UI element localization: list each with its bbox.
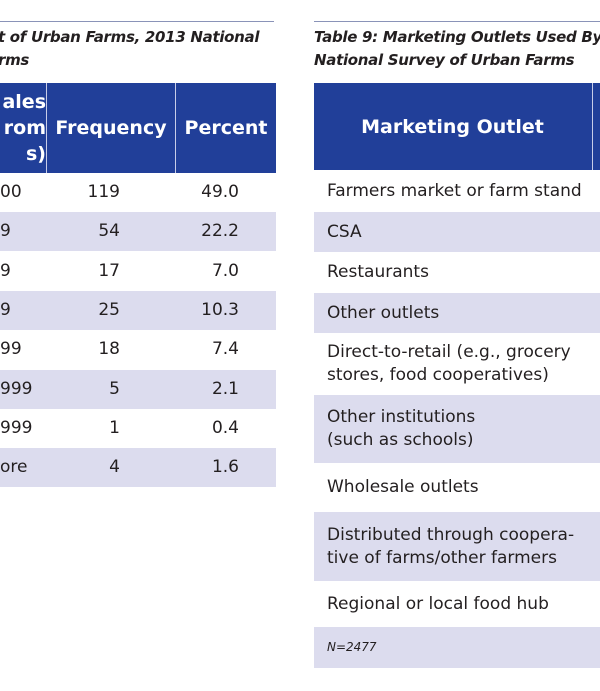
frequency-cell: 5 (109, 378, 120, 399)
table-row: 00 119 49.0 (0, 173, 276, 212)
right-table-title: Table 9: Marketing Outlets Used By U Nat… (314, 26, 600, 72)
left-title-rule (0, 21, 274, 22)
percent-cell: 7.4 (211, 339, 239, 360)
sales-range-cell: 999 (0, 378, 33, 399)
title-line: rms (0, 51, 30, 69)
frequency-cell: 25 (98, 299, 120, 320)
marketing-outlet-cell: CSA (327, 212, 362, 252)
table-row: 9 25 10.3 (0, 290, 276, 330)
percent-cell: 22.2 (201, 221, 239, 242)
percent-cell: 7.0 (211, 260, 239, 281)
table-row: Other outlets (314, 293, 600, 333)
frequency-cell: 119 (87, 182, 120, 202)
table-row: Wholesale outlets (314, 463, 600, 512)
table-row: 99 18 7.4 (0, 330, 276, 369)
cell-line: Direct-to-retail (e.g., grocery (327, 342, 571, 362)
sales-range-cell: ore (0, 457, 28, 478)
marketing-outlet-cell: Farmers market or farm stand (327, 170, 582, 212)
table-row: 999 5 2.1 (0, 369, 276, 409)
marketing-outlet-cell: Regional or local food hub (327, 581, 549, 627)
sales-range-cell: 9 (0, 221, 11, 242)
marketing-outlet-cell: Direct-to-retail (e.g., grocery stores, f… (327, 333, 571, 395)
table-row: Regional or local food hub (314, 581, 600, 627)
marketing-outlet-cell: Distributed through coopera-tive of farm… (327, 512, 574, 581)
sales-range-cell: 99 (0, 339, 22, 360)
table-row: 9 17 7.0 (0, 252, 276, 291)
frequency-cell: 1 (109, 417, 120, 438)
title-line: National Survey of Urban Farms (314, 51, 575, 69)
header-percent: Percent (184, 117, 268, 139)
header-line: rom (3, 117, 46, 139)
header-frequency: Frequency (55, 117, 167, 139)
title-line: Table 9: Marketing Outlets Used By U (314, 28, 600, 46)
sales-range-cell: 9 (0, 260, 11, 281)
percent-cell: 49.0 (201, 182, 239, 202)
title-line: t of Urban Farms, 2013 National (0, 28, 260, 46)
header-sales: ales rom s) (0, 83, 46, 173)
marketing-outlet-cell: Other institutions (such as schools) (327, 395, 475, 463)
column-divider (592, 83, 593, 170)
cell-line: Restaurants (327, 262, 429, 282)
cell-line: Other outlets (327, 302, 440, 323)
header-line: ales (2, 91, 46, 113)
right-title-rule (314, 21, 600, 22)
cell-line: Wholesale outlets (327, 477, 479, 497)
table-row: Restaurants (314, 252, 600, 293)
table-row: 9 54 22.2 (0, 212, 276, 252)
table-row: Other institutions (such as schools) (314, 395, 600, 463)
percent-cell: 10.3 (201, 299, 239, 320)
sales-range-cell: 9 (0, 299, 11, 320)
cell-line: tive of farms/other farmers (327, 547, 557, 568)
cell-line: Other institutions (327, 407, 476, 427)
cell-line: stores, food cooperatives) (327, 365, 549, 385)
frequency-cell: 4 (109, 457, 120, 478)
left-table-title: t of Urban Farms, 2013 National rms (0, 26, 260, 72)
column-divider (46, 83, 47, 173)
cell-line: Farmers market or farm stand (327, 180, 582, 201)
right-table-header: Marketing Outlet (314, 83, 600, 170)
frequency-cell: 18 (98, 339, 120, 360)
table-row: Direct-to-retail (e.g., grocery stores, f… (314, 333, 600, 395)
cell-line: (such as schools) (327, 430, 474, 450)
percent-cell: 1.6 (211, 457, 239, 478)
header-marketing-outlet: Marketing Outlet (361, 115, 544, 138)
footnote: N=2477 (327, 640, 377, 654)
marketing-outlet-cell: Other outlets (327, 293, 439, 333)
sales-range-cell: 999 (0, 417, 33, 438)
marketing-outlet-cell: Restaurants (327, 252, 429, 293)
cell-line: CSA (327, 221, 362, 242)
table-row: Farmers market or farm stand (314, 170, 600, 212)
sales-range-cell: 00 (0, 182, 22, 202)
cell-line: Regional or local food hub (327, 593, 549, 614)
left-table-header: ales rom s) Frequency Percent (0, 83, 276, 173)
marketing-outlet-cell: Wholesale outlets (327, 463, 479, 512)
percent-cell: 2.1 (211, 378, 239, 399)
footnote-row: N=2477 (314, 627, 600, 668)
frequency-cell: 54 (98, 221, 120, 242)
header-line: s) (26, 143, 46, 165)
frequency-cell: 17 (98, 260, 120, 281)
percent-cell: 0.4 (211, 417, 239, 438)
table-row: ore 4 1.6 (0, 448, 276, 488)
table-row: 999 1 0.4 (0, 409, 276, 448)
table-row: Distributed through coopera-tive of farm… (314, 512, 600, 581)
table-row: CSA (314, 212, 600, 252)
column-divider (175, 83, 176, 173)
cell-line: Distributed through coopera- (327, 524, 575, 545)
